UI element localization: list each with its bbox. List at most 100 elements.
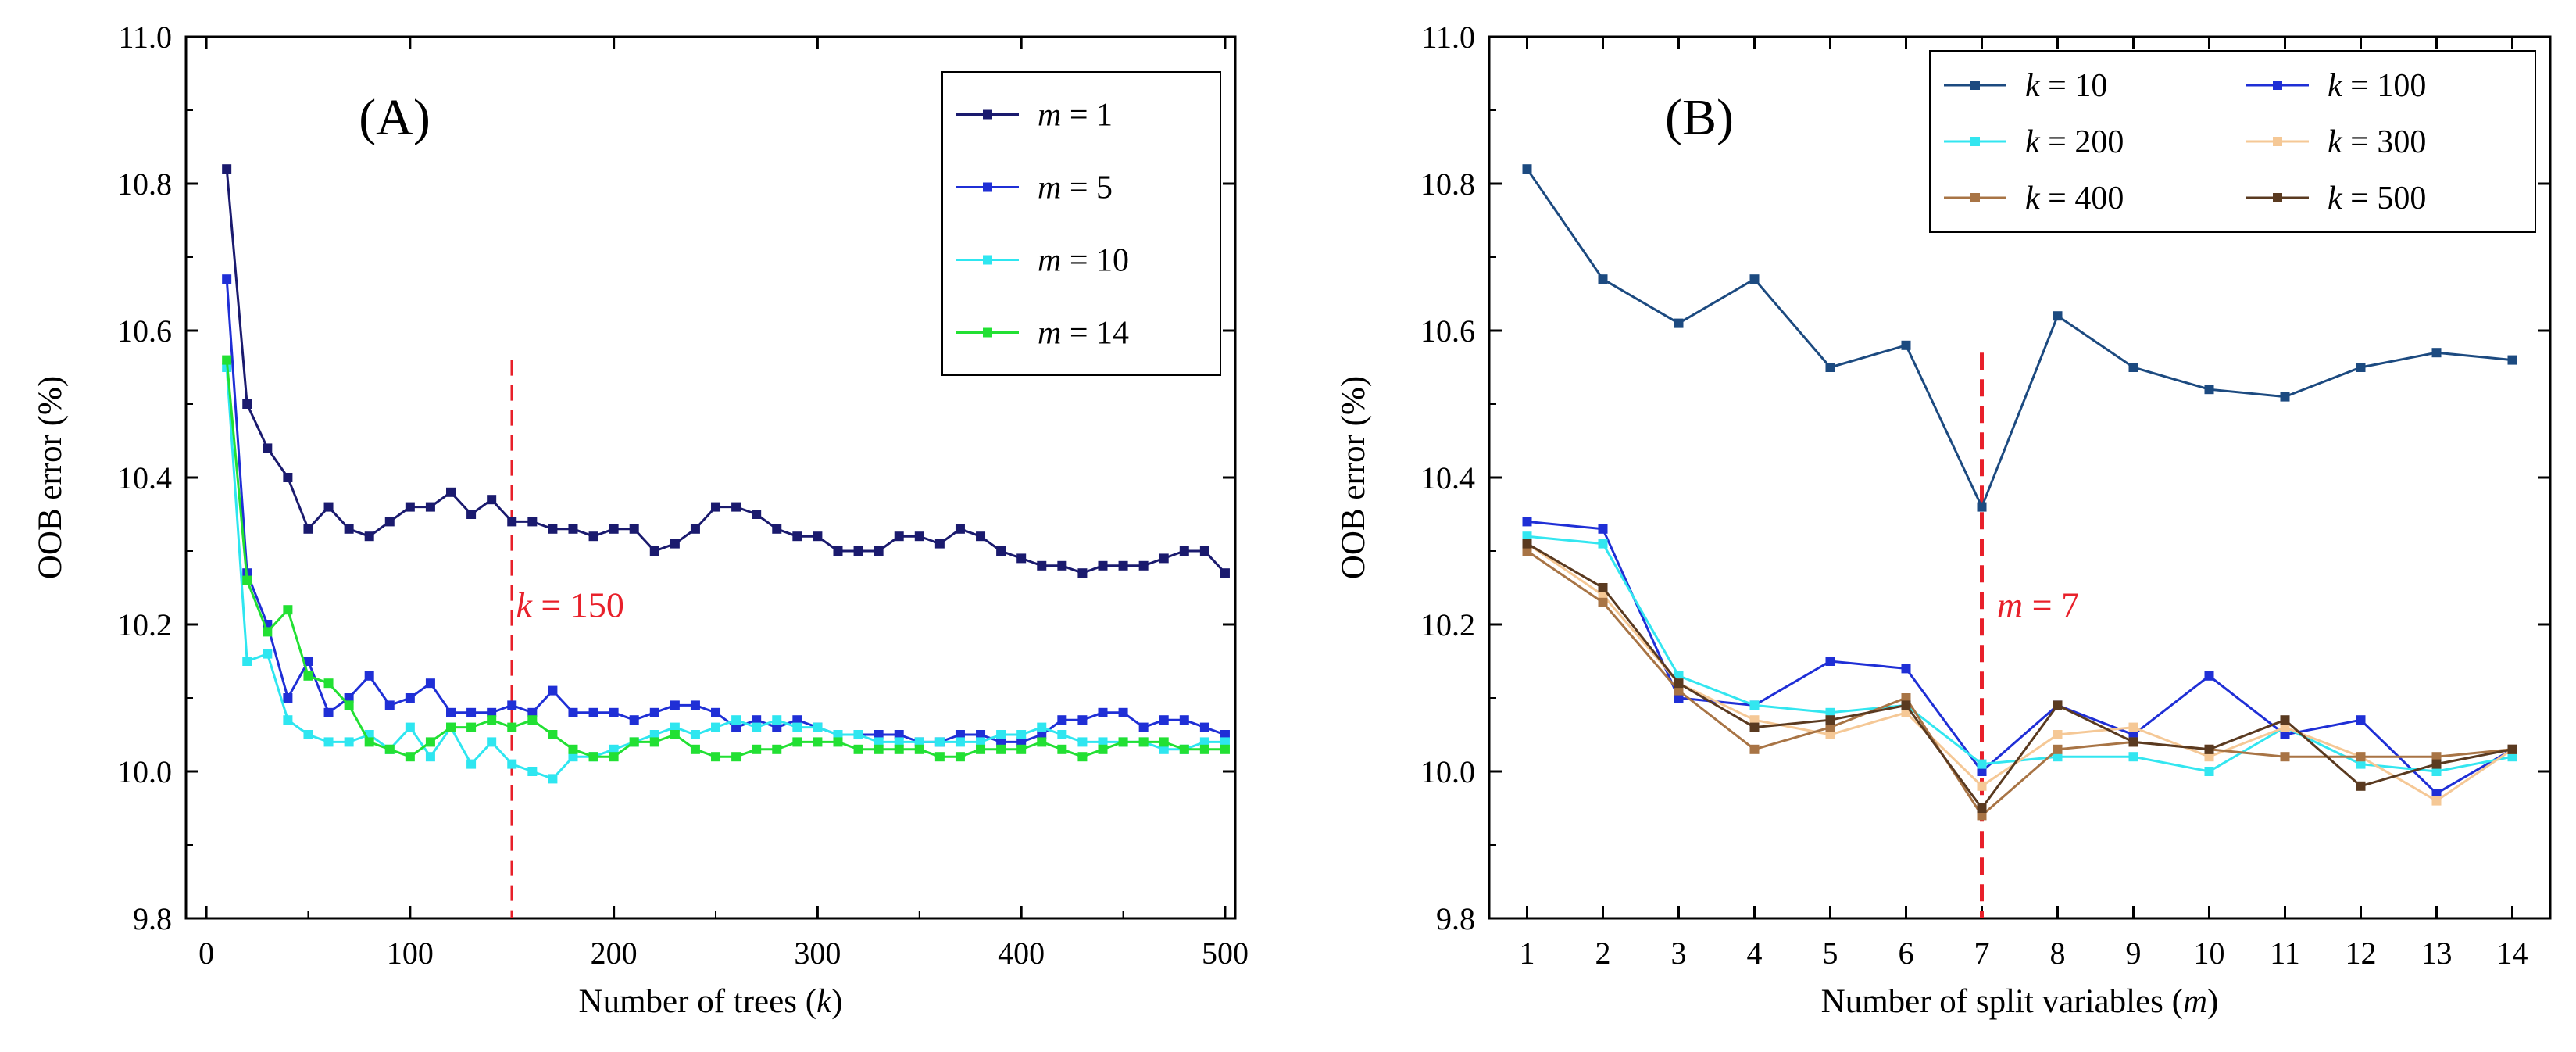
data-point — [2431, 752, 2442, 762]
x-axis-label-close: ) — [831, 983, 842, 1020]
data-point — [649, 546, 659, 556]
data-point — [1037, 722, 1047, 732]
data-point — [874, 737, 884, 747]
data-point — [487, 495, 497, 505]
data-point — [344, 737, 354, 747]
data-point — [2507, 752, 2517, 762]
data-point — [752, 715, 762, 725]
data-point — [629, 715, 639, 725]
data-point — [670, 700, 680, 710]
data-point — [752, 744, 762, 754]
data-point — [1199, 546, 1209, 556]
legend-item: k = 200 — [1944, 124, 2124, 160]
y-axis-label: OOB error (%) — [1335, 376, 1372, 579]
data-point — [833, 737, 843, 747]
x-tick-label: 10 — [2194, 936, 2225, 971]
data-point — [629, 524, 639, 534]
data-point — [2356, 759, 2366, 769]
legend-box — [1929, 50, 2536, 233]
x-tick-label: 8 — [2050, 936, 2066, 971]
data-point — [711, 752, 721, 762]
data-point — [2280, 752, 2290, 762]
data-point — [609, 752, 619, 762]
legend-label-var: k — [2328, 181, 2343, 216]
data-point — [527, 767, 538, 776]
data-point — [731, 722, 741, 732]
data-point — [752, 510, 762, 519]
legend-item: k = 400 — [1944, 181, 2124, 216]
data-point — [1220, 730, 1230, 739]
data-point — [1220, 568, 1230, 578]
data-point — [466, 759, 477, 769]
data-point — [2356, 752, 2366, 762]
annotation-var: m — [1997, 585, 2023, 625]
data-point — [670, 722, 680, 732]
legend-label-var: k — [2025, 124, 2041, 160]
data-point — [1016, 744, 1027, 754]
data-point — [996, 730, 1006, 739]
data-point — [1598, 597, 1608, 607]
data-point — [1118, 707, 1128, 717]
data-point — [487, 707, 497, 717]
data-point — [833, 546, 843, 556]
data-point — [976, 730, 986, 739]
data-point — [1598, 524, 1608, 534]
data-point — [1522, 164, 1532, 174]
data-point — [1901, 700, 1911, 710]
data-point — [894, 737, 904, 747]
data-point — [670, 730, 680, 739]
data-point — [1674, 678, 1684, 689]
series-line — [1526, 168, 2513, 510]
data-point — [568, 707, 578, 717]
data-point — [1159, 553, 1169, 564]
data-point — [1199, 722, 1209, 732]
data-point — [2204, 385, 2214, 395]
legend-label: k = 300 — [2328, 124, 2426, 160]
legend-swatch-marker — [983, 182, 992, 192]
legend-label: m = 14 — [1038, 316, 1129, 352]
data-point — [303, 524, 313, 534]
data-point — [568, 752, 578, 762]
legend-item: m = 5 — [956, 170, 1113, 206]
data-point — [283, 473, 293, 482]
data-point — [323, 678, 334, 689]
data-point — [996, 744, 1006, 754]
legend-label-value: = 10 — [1061, 243, 1129, 279]
data-point — [609, 744, 619, 754]
y-tick-label: 9.8 — [133, 901, 172, 936]
data-point — [2204, 767, 2214, 776]
data-point — [1749, 744, 1760, 754]
data-point — [548, 730, 558, 739]
legend-swatch-marker — [983, 327, 992, 338]
data-point — [1037, 737, 1047, 747]
data-point — [2280, 730, 2290, 739]
data-point — [548, 685, 558, 696]
legend-label: k = 10 — [2025, 68, 2107, 104]
x-axis-label-var: k — [816, 983, 832, 1020]
data-point — [263, 649, 273, 659]
data-point — [772, 722, 782, 732]
data-point — [711, 502, 721, 512]
x-tick-label: 3 — [1671, 936, 1687, 971]
legend-label-var: m — [1038, 243, 1061, 279]
legend-label-var: k — [2025, 68, 2041, 104]
data-point — [1098, 744, 1108, 754]
data-point — [2431, 348, 2442, 358]
y-axis-label: OOB error (%) — [32, 376, 69, 579]
legend-item: k = 500 — [2246, 181, 2426, 216]
data-point — [1749, 274, 1760, 284]
data-point — [1901, 693, 1911, 703]
data-point — [2507, 355, 2517, 365]
data-point — [792, 722, 802, 732]
data-point — [548, 774, 558, 784]
data-point — [914, 531, 924, 542]
legend-swatch-marker — [1970, 81, 1980, 90]
data-point — [1199, 737, 1209, 747]
series-m-14 — [222, 355, 1230, 762]
data-point — [609, 524, 619, 534]
data-point — [242, 399, 252, 409]
data-point — [568, 524, 578, 534]
data-point — [405, 693, 415, 703]
